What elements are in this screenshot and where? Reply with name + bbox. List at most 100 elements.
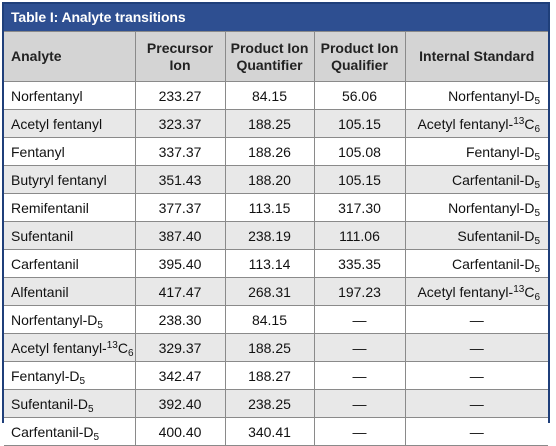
cell-precursor-ion: 392.40: [134, 389, 226, 418]
cell-text-pre: Norfentanyl-D: [448, 87, 535, 104]
cell-text-pre: —: [469, 423, 484, 440]
header-product-ion-quantifier: Product Ion Quantifier: [224, 31, 315, 82]
cell-text-mid: C: [524, 115, 535, 132]
cell-precursor-ion: 337.37: [134, 137, 226, 166]
cell-precursor-ion: 342.47: [134, 361, 226, 390]
cell-text-sub: 5: [534, 95, 540, 107]
cell-qualifier: —: [313, 361, 406, 390]
cell-text-pre: —: [469, 395, 484, 412]
cell-internal-standard: Norfentanyl-D5: [404, 193, 548, 222]
table-row: Sufentanil-D5 392.40 238.25— —: [4, 389, 548, 418]
cell-text-sub: 6: [534, 291, 540, 303]
cell-internal-standard: Norfentanyl-D5: [404, 81, 548, 110]
cell-text-sub: 5: [534, 263, 540, 275]
cell-qualifier: 197.23: [313, 277, 406, 306]
table-row: Fentanyl-D5 342.47 188.27— —: [4, 361, 548, 390]
cell-text-pre: Remifentanil: [11, 199, 89, 216]
cell-text-pre: Norfentanyl-D: [11, 311, 98, 328]
cell-quantifier: 340.41: [224, 417, 315, 446]
table-row: Alfentanil 417.47 268.31 197.23 Acetyl fenta…: [4, 277, 548, 306]
header-qual-line1: Product Ion: [320, 39, 399, 56]
cell-internal-standard: —: [404, 305, 548, 334]
header-precursor-line1: Precursor: [146, 39, 214, 56]
cell-text-pre: —: [469, 339, 484, 356]
header-quant-line1: Product Ion: [230, 39, 309, 56]
cell-internal-standard: Sufentanil-D5: [404, 221, 548, 250]
cell-text-sub: 5: [534, 235, 540, 247]
cell-text-sub: 5: [93, 431, 100, 443]
cell-qualifier: —: [313, 389, 406, 418]
cell-text-pre: Acetyl fentanyl-: [417, 283, 514, 300]
cell-text-mid: C: [524, 283, 535, 300]
cell-analyte: Sufentanil: [4, 221, 136, 250]
cell-quantifier: 268.31: [224, 277, 315, 306]
cell-quantifier: 188.25: [224, 109, 315, 138]
cell-qualifier: 105.15: [313, 109, 406, 138]
cell-text-pre: Carfentanil-D: [11, 423, 94, 440]
cell-internal-standard: —: [404, 333, 548, 362]
cell-text-pre: Sufentanil-D: [11, 395, 89, 412]
cell-quantifier: 188.26: [224, 137, 315, 166]
cell-qualifier: —: [313, 333, 406, 362]
cell-quantifier: 238.19: [224, 221, 315, 250]
cell-quantifier: 113.15: [224, 193, 315, 222]
cell-text-mid: C: [117, 339, 128, 356]
header-precursor-ion: Precursor Ion: [134, 31, 226, 82]
table-row: Carfentanil-D5 400.40 340.41— —: [4, 417, 548, 446]
cell-analyte: Acetyl fentanyl: [4, 109, 136, 138]
cell-text-pre: Alfentanil: [11, 283, 69, 300]
table-row: Sufentanil 387.40 238.19 111.06 Sufentanil-D…: [4, 221, 548, 250]
cell-text-sub: 5: [534, 151, 540, 163]
cell-analyte: Butyryl fentanyl: [4, 165, 136, 194]
cell-analyte: Norfentanyl-D5: [4, 305, 136, 334]
cell-text-pre: Acetyl fentanyl-: [11, 339, 107, 356]
cell-quantifier: 188.25: [224, 333, 315, 362]
cell-internal-standard: Carfentanil-D5: [404, 249, 548, 278]
cell-quantifier: 188.27: [224, 361, 315, 390]
cell-text-sub: 5: [534, 179, 540, 191]
cell-analyte: Carfentanil-D5: [4, 417, 136, 446]
table-body: Norfentanyl 233.27 84.15 56.06 Norfentanyl-D…: [4, 81, 548, 446]
cell-qualifier: —: [313, 305, 406, 334]
cell-analyte: Sufentanil-D5: [4, 389, 136, 418]
cell-qualifier: 317.30: [313, 193, 406, 222]
cell-text-pre: Norfentanyl: [11, 87, 83, 104]
cell-analyte: Acetyl fentanyl-13C6: [4, 333, 136, 362]
table-row: Norfentanyl 233.27 84.15 56.06 Norfentanyl-D…: [4, 81, 548, 110]
table-title: Table I: Analyte transitions: [4, 4, 548, 31]
cell-text-pre: —: [469, 367, 484, 384]
cell-precursor-ion: 329.37: [134, 333, 226, 362]
header-row: Analyte Precursor Ion Product Ion Quantifi…: [4, 31, 548, 82]
data-table: Analyte Precursor Ion Product Ion Quantifi…: [4, 31, 548, 446]
header-internal-standard: Internal Standard: [404, 31, 548, 82]
cell-precursor-ion: 387.40: [134, 221, 226, 250]
cell-text-pre: Acetyl fentanyl: [11, 115, 103, 132]
header-precursor-line2: Ion: [169, 56, 191, 73]
cell-text-pre: Sufentanil: [11, 227, 74, 244]
cell-precursor-ion: 233.27: [134, 81, 226, 110]
cell-precursor-ion: 395.40: [134, 249, 226, 278]
cell-internal-standard: —: [404, 389, 548, 418]
table-row: Butyryl fentanyl 351.43 188.20 105.15 Carfen…: [4, 165, 548, 194]
cell-text-pre: Carfentanil-D: [451, 255, 535, 272]
cell-analyte: Carfentanil: [4, 249, 136, 278]
cell-text-pre: Carfentanil-D: [451, 171, 535, 188]
cell-qualifier: 335.35: [313, 249, 406, 278]
cell-precursor-ion: 323.37: [134, 109, 226, 138]
cell-quantifier: 188.20: [224, 165, 315, 194]
cell-quantifier: 113.14: [224, 249, 315, 278]
table-row: Norfentanyl-D5 238.30 84.15— —: [4, 305, 548, 334]
cell-internal-standard: —: [404, 417, 548, 446]
cell-text-sub: 5: [79, 375, 86, 387]
cell-qualifier: 111.06: [313, 221, 406, 250]
cell-analyte: Fentanyl: [4, 137, 136, 166]
cell-precursor-ion: 238.30: [134, 305, 226, 334]
cell-internal-standard: Acetyl fentanyl-13C6: [404, 109, 548, 138]
cell-text-sup: 13: [513, 115, 525, 127]
cell-internal-standard: —: [404, 361, 548, 390]
cell-precursor-ion: 377.37: [134, 193, 226, 222]
table-row: Remifentanil 377.37 113.15 317.30 Norfentany…: [4, 193, 548, 222]
cell-analyte: Remifentanil: [4, 193, 136, 222]
cell-text-sub: 5: [97, 319, 103, 331]
